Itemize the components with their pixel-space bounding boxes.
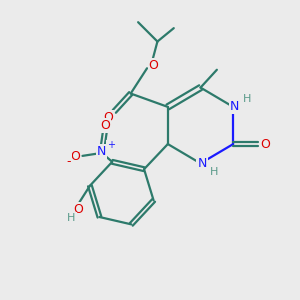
Text: H: H	[210, 167, 218, 177]
Text: N: N	[230, 100, 239, 113]
Text: +: +	[107, 140, 115, 151]
Text: N: N	[197, 157, 207, 170]
Text: O: O	[148, 59, 158, 72]
Text: N: N	[97, 145, 106, 158]
Text: -: -	[66, 155, 71, 168]
Text: O: O	[74, 203, 84, 216]
Text: H: H	[67, 213, 76, 223]
Text: O: O	[70, 150, 80, 163]
Text: O: O	[103, 111, 113, 124]
Text: O: O	[260, 138, 270, 151]
Text: H: H	[242, 94, 251, 103]
Text: O: O	[100, 119, 110, 132]
